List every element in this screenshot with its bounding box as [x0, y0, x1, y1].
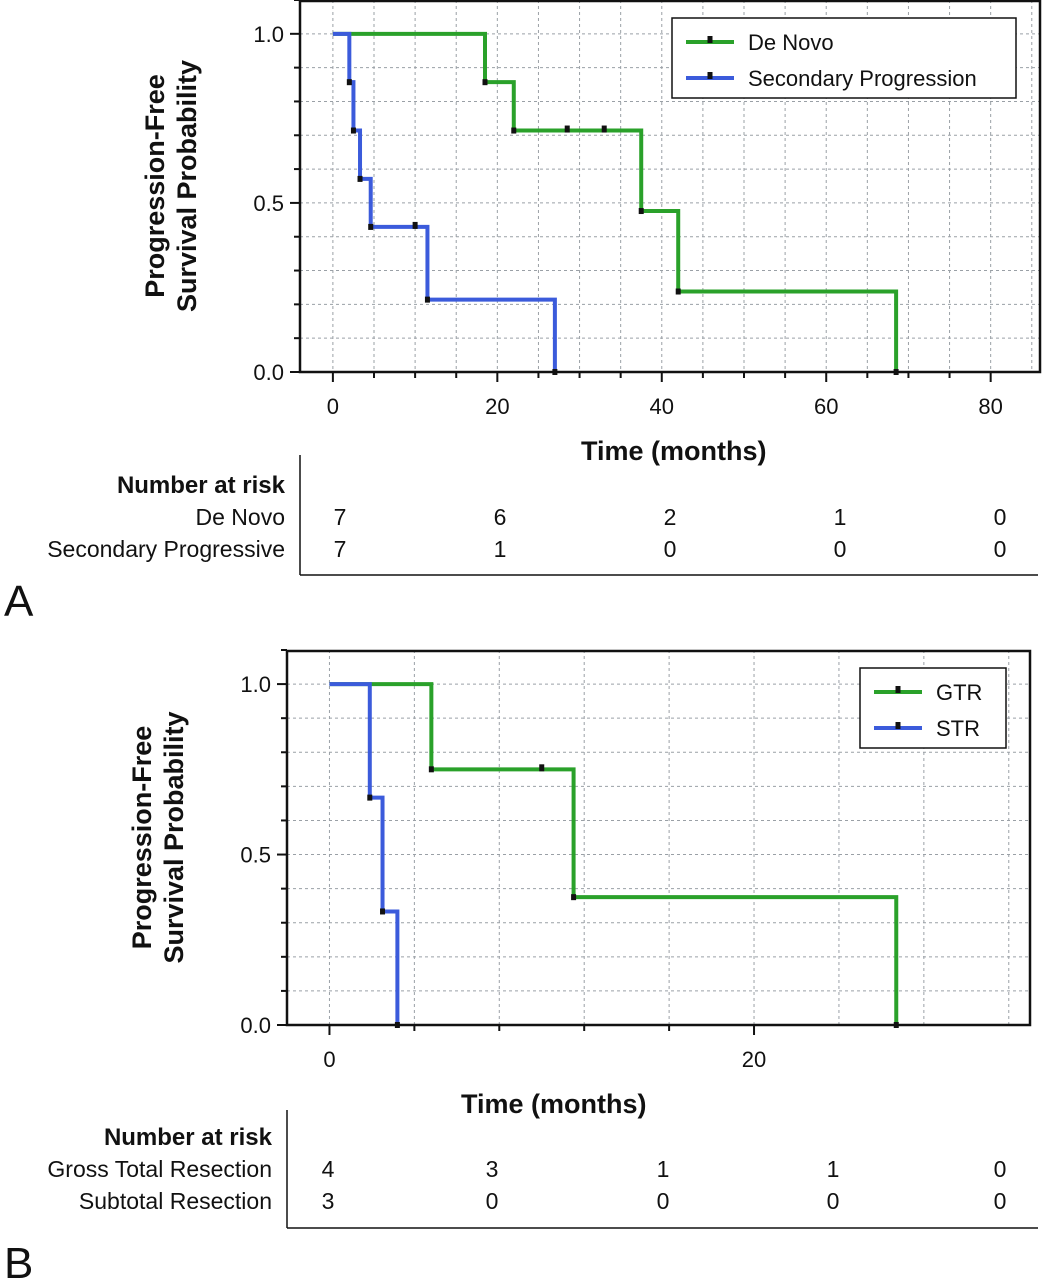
y-tick-label: 0.5	[253, 191, 284, 216]
x-axis-title: Time (months)	[581, 436, 767, 466]
y-axis-title-line-2: Survival Probability	[172, 60, 202, 312]
risk-count: 2	[664, 504, 677, 530]
y-axis-title-line-2: Survival Probability	[159, 711, 189, 963]
series-de-novo	[332, 31, 899, 375]
event-marker	[424, 296, 430, 303]
event-marker	[428, 766, 434, 773]
risk-count: 1	[827, 1156, 840, 1182]
censor-mark	[412, 221, 418, 229]
risk-table-title: Number at risk	[104, 1124, 273, 1151]
event-marker	[511, 127, 517, 134]
event-marker	[394, 1022, 400, 1028]
risk-table: Number at risk Gross Total Resection 4 3 1 1 0…	[47, 1110, 1038, 1229]
y-axis-title-line-1: Progression-Free	[127, 726, 157, 950]
event-marker	[482, 79, 488, 86]
event-marker	[380, 908, 386, 915]
event-marker	[638, 208, 644, 215]
risk-row-label: Gross Total Resection	[47, 1156, 272, 1182]
series-gtr	[329, 682, 899, 1028]
plot-frame	[285, 649, 1032, 1027]
event-marker	[367, 794, 373, 801]
y-tick-label: 1.0	[253, 22, 284, 47]
censor-mark	[539, 764, 545, 772]
risk-count: 0	[994, 536, 1007, 562]
y-axis-title-line-1: Progression-Free	[140, 74, 170, 298]
legend: De Novo Secondary Progression	[671, 17, 1017, 99]
risk-count: 0	[486, 1188, 499, 1214]
event-marker	[346, 79, 352, 86]
series-secondary-progression	[332, 31, 558, 375]
plot-frame	[298, 0, 1042, 374]
y-tick-label: 0.0	[240, 1013, 271, 1038]
event-marker	[893, 1022, 899, 1028]
risk-count: 7	[334, 504, 347, 530]
risk-count: 0	[994, 504, 1007, 530]
legend: GTR STR	[859, 667, 1007, 749]
censor-mark	[601, 125, 607, 133]
legend-label: Secondary Progression	[748, 66, 977, 91]
x-axis-title: Time (months)	[461, 1089, 647, 1119]
x-tick-label: 40	[650, 394, 674, 419]
risk-count: 3	[322, 1188, 335, 1214]
event-marker	[357, 175, 363, 182]
risk-count: 1	[657, 1156, 670, 1182]
risk-count: 3	[486, 1156, 499, 1182]
legend-marker	[895, 686, 901, 693]
x-tick-label: 80	[978, 394, 1002, 419]
panel-label: A	[4, 577, 34, 626]
event-marker	[350, 127, 356, 134]
risk-row-label: Subtotal Resection	[79, 1188, 272, 1214]
panel-label: B	[4, 1239, 33, 1280]
event-marker	[571, 894, 577, 901]
event-marker	[675, 288, 681, 295]
legend-label: GTR	[936, 680, 982, 705]
risk-row-label: De Novo	[196, 504, 285, 530]
risk-row-label: Secondary Progressive	[47, 536, 285, 562]
y-tick-label: 0.5	[240, 843, 271, 868]
legend-label: STR	[936, 716, 980, 741]
legend-box	[859, 667, 1007, 749]
event-marker	[552, 369, 558, 375]
risk-count: 0	[994, 1188, 1007, 1214]
x-tick-label: 20	[485, 394, 509, 419]
series-str	[329, 682, 400, 1028]
legend-marker	[895, 722, 901, 729]
legend-marker	[707, 36, 713, 43]
risk-count: 0	[664, 536, 677, 562]
series-line	[329, 682, 899, 1025]
risk-count: 1	[494, 536, 507, 562]
y-tick-label: 1.0	[240, 672, 271, 697]
risk-count: 6	[494, 504, 507, 530]
legend-box	[671, 17, 1017, 99]
risk-count: 4	[322, 1156, 335, 1182]
x-tick-label: 0	[323, 1047, 335, 1072]
x-tick-label: 0	[327, 394, 339, 419]
risk-count: 0	[657, 1188, 670, 1214]
x-tick-label: 60	[814, 394, 838, 419]
risk-count: 0	[834, 536, 847, 562]
censor-mark	[564, 125, 570, 133]
series-line	[332, 31, 899, 372]
event-marker	[368, 223, 374, 230]
risk-table: Number at risk De Novo 7 6 2 1 0 Secondary Prog…	[47, 455, 1038, 576]
y-tick-label: 0.0	[253, 360, 284, 385]
risk-count: 1	[834, 504, 847, 530]
risk-count: 7	[334, 536, 347, 562]
risk-count: 0	[827, 1188, 840, 1214]
legend-marker	[707, 72, 713, 79]
legend-label: De Novo	[748, 30, 834, 55]
x-tick-label: 20	[742, 1047, 766, 1072]
event-marker	[893, 369, 899, 375]
chart-panel-b: 0 20 0.0 0.5 1.0 Time (months) Progression-Fre…	[4, 649, 1038, 1280]
series-line	[329, 682, 400, 1025]
risk-table-title: Number at risk	[117, 472, 286, 499]
risk-count: 0	[994, 1156, 1007, 1182]
